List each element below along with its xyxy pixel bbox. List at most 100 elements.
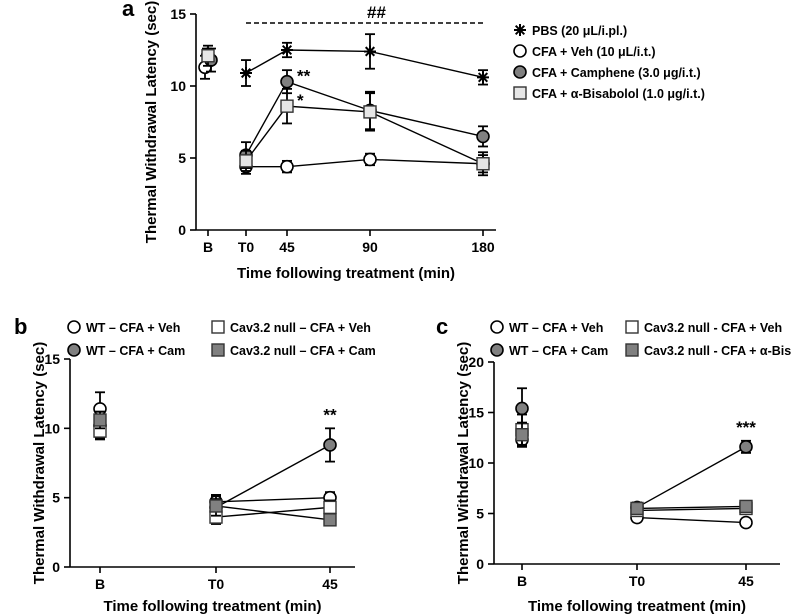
x-tick-label: T0 [238, 239, 255, 255]
x-tick-label: B [95, 576, 105, 592]
y-tick-label: 0 [52, 559, 60, 575]
data-point [280, 99, 294, 113]
series-line [245, 49, 484, 79]
data-point [739, 515, 753, 530]
legend-label: Cav3.2 null – CFA + Veh [230, 321, 371, 335]
legend-marker [513, 44, 527, 58]
y-tick-label: 15 [170, 6, 186, 22]
data-point [476, 129, 490, 144]
data-point [515, 401, 529, 416]
legend-label: CFA + α-Bisabolol (1.0 μg/i.t.) [532, 87, 705, 101]
x-tick-label: B [203, 239, 213, 255]
legend-marker [625, 343, 639, 357]
data-point [93, 413, 107, 427]
series-line [215, 496, 331, 503]
x-tick-label: 180 [471, 239, 495, 255]
legend-label: Cav3.2 null – CFA + Cam [230, 344, 376, 358]
significance-marker: ** [297, 67, 311, 86]
data-point [201, 49, 215, 63]
panel-a: a 0 5 10 15 B T0 45 90 180 Time following treatmen… [122, 0, 705, 282]
legend-item: PBS (20 μL/i.pl.) [514, 24, 627, 38]
x-tick-label: B [517, 573, 527, 589]
legend-item: WT – CFA + Veh [67, 320, 180, 335]
data-point [323, 500, 337, 515]
legend-label: PBS (20 μL/i.pl.) [532, 24, 627, 38]
data-point [280, 74, 294, 89]
x-tick-label: 45 [322, 576, 338, 592]
legend: WT – CFA + Veh WT – CFA + Cam Cav3.2 null … [490, 320, 791, 358]
legend-item: WT – CFA + Cam [67, 343, 185, 358]
legend-marker [514, 24, 526, 36]
y-tick-label: 0 [178, 222, 186, 238]
data-point [323, 438, 337, 452]
legend-label: Cav3.2 null - CFA + Veh [644, 321, 782, 335]
data-point [281, 44, 293, 56]
y-tick-label: 5 [178, 150, 186, 166]
legend-item: WT – CFA + Cam [490, 343, 608, 358]
x-axis-title: Time following treatment (min) [528, 598, 746, 615]
series-line [245, 80, 484, 156]
x-tick-label: 90 [362, 239, 378, 255]
legend-marker [67, 343, 81, 357]
data-point [630, 501, 644, 516]
significance-marker: ** [323, 405, 337, 424]
series-4 [515, 421, 753, 516]
legend: PBS (20 μL/i.pl.) CFA + Veh (10 μL/i.t.) C… [513, 24, 705, 101]
x-tick-label: 45 [279, 239, 295, 255]
legend-item: CFA + α-Bisabolol (1.0 μg/i.t.) [513, 86, 705, 101]
y-tick-label: 10 [44, 420, 60, 436]
legend-marker [67, 320, 81, 334]
series-line [636, 507, 747, 512]
data-point [239, 154, 253, 168]
x-axis-title: Time following treatment (min) [103, 598, 321, 615]
data-point [739, 499, 753, 514]
legend-item: Cav3.2 null - CFA + Veh [625, 320, 782, 335]
y-axis-title: Thermal Withdrawal Latency (sec) [31, 342, 48, 584]
series-line [636, 505, 747, 510]
series-line [636, 516, 747, 524]
series-line [215, 505, 331, 521]
panel-label: b [14, 314, 27, 339]
data-point [515, 428, 529, 442]
legend-item: Cav3.2 null - CFA + α-Bis [625, 343, 791, 358]
data-point [323, 513, 337, 527]
series-1 [201, 33, 489, 87]
data-point [739, 440, 753, 454]
legend-item: Cav3.2 null – CFA + Cam [211, 343, 376, 358]
data-point [364, 45, 376, 58]
legend-marker [625, 320, 639, 334]
legend-marker [211, 343, 225, 357]
series-line [245, 105, 484, 165]
data-point [477, 71, 489, 84]
data-point [240, 67, 252, 80]
legend-marker [490, 320, 504, 334]
y-tick-label: 10 [170, 78, 186, 94]
panel-c: c 0 5 10 15 20 B T0 45 Time following treatment (… [436, 314, 791, 615]
data-point [363, 105, 377, 119]
y-tick-label: 0 [476, 556, 484, 572]
series-1 [93, 391, 337, 510]
x-axis-title: Time following treatment (min) [237, 265, 455, 282]
series-3 [93, 423, 337, 525]
series-4 [201, 44, 490, 174]
legend-marker [490, 343, 504, 357]
legend-label: WT – CFA + Veh [86, 321, 180, 335]
significance-marker: * [297, 91, 304, 110]
series-3 [515, 413, 753, 518]
legend-label: Cav3.2 null - CFA + α-Bis [644, 344, 791, 358]
legend-label: WT – CFA + Cam [86, 344, 185, 358]
panel-label: c [436, 314, 448, 339]
series-4 [93, 410, 337, 527]
x-tick-label: T0 [208, 576, 225, 592]
series-2 [515, 387, 753, 515]
legend-item: Cav3.2 null – CFA + Veh [211, 320, 371, 335]
legend-marker [513, 86, 527, 100]
x-tick-label: T0 [629, 573, 646, 589]
legend-label: CFA + Camphene (3.0 μg/i.t.) [532, 66, 701, 80]
y-axis-title: Thermal Withdrawal Latency (sec) [455, 342, 472, 584]
legend-marker [211, 320, 225, 334]
legend-marker [513, 65, 527, 79]
series-line [215, 444, 331, 508]
series-line [636, 446, 747, 509]
